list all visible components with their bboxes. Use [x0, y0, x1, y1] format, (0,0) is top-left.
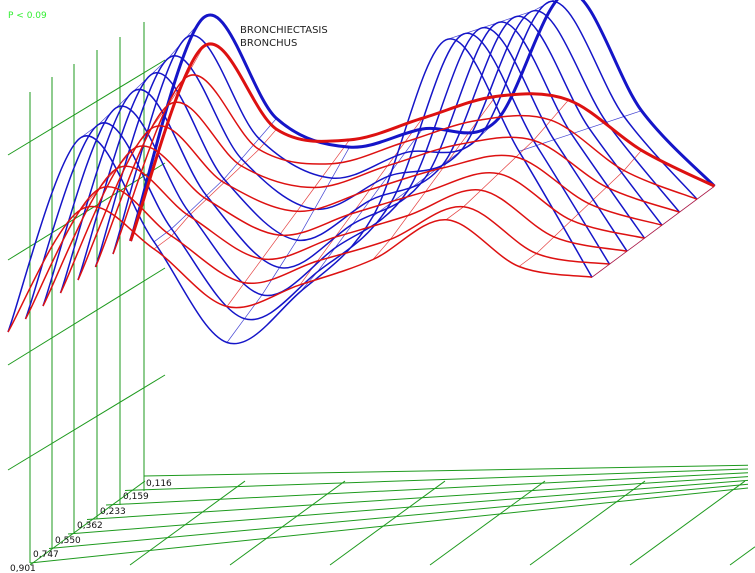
mesh-line: [591, 185, 715, 278]
floor-diagonal-line: [229, 480, 346, 566]
depth-tick-label: 0,550: [55, 536, 81, 546]
series-line-blue: [129, 0, 716, 242]
floor-horizontal-line: [143, 464, 749, 477]
floor-diagonal-line: [29, 480, 146, 566]
depth-tick-label: 0,901: [10, 564, 36, 573]
depth-tick-label: 0,116: [146, 479, 172, 489]
series-line-blue: [77, 15, 663, 281]
mesh-line: [372, 96, 496, 260]
mesh-line: [518, 150, 642, 267]
depth-tick-label: 0,233: [100, 507, 126, 517]
floor-horizontal-line: [86, 476, 749, 520]
grid-layer: [7, 22, 755, 566]
depth-tick-label: 0,159: [123, 492, 149, 502]
series-layer: [7, 0, 716, 345]
wall-diagonal-line: [7, 59, 166, 156]
mesh-line: [226, 139, 350, 307]
series-line-red: [77, 125, 663, 281]
floor-diagonal-line: [629, 480, 746, 566]
series-line-blue: [59, 21, 646, 294]
mesh-line: [518, 110, 642, 152]
significance-label: P < 0.09: [8, 11, 47, 21]
wall-diagonal-line: [7, 374, 166, 471]
depth-tick-label: 0,747: [33, 550, 59, 560]
mesh-line: [299, 128, 423, 293]
mesh-line: [299, 117, 423, 286]
series-line-red: [94, 101, 680, 268]
mesh-line: [226, 146, 350, 343]
series-line-blue: [94, 10, 681, 268]
floor-horizontal-line: [67, 479, 749, 535]
chart-title-line-1: BRONCHIECTASIS: [240, 25, 328, 36]
floor-diagonal-line: [129, 480, 246, 566]
tick-layer: 0,901 0,747 0,550 0,362 0,233 0,159 0,116: [10, 479, 172, 573]
series-line-red: [7, 205, 593, 333]
wall-diagonal-line: [7, 267, 166, 366]
series-line-red: [59, 145, 645, 294]
series-line-blue: [112, 0, 698, 255]
mesh-line: [445, 99, 569, 221]
floor-diagonal-line: [429, 480, 546, 566]
floor-diagonal-line: [729, 546, 755, 566]
mesh-line: [80, 46, 204, 210]
chart-title-line-2: BRONCHUS: [240, 38, 297, 49]
floor-horizontal-line: [124, 468, 749, 491]
depth-tick-label: 0,362: [77, 521, 103, 531]
series-line-blue: [7, 38, 593, 345]
floor-horizontal-line: [105, 472, 749, 506]
series-line-red: [129, 42, 716, 242]
floor-horizontal-line: [48, 483, 749, 549]
mesh-line: [153, 118, 277, 243]
floor-diagonal-line: [529, 480, 646, 566]
floor-diagonal-line: [329, 480, 446, 566]
